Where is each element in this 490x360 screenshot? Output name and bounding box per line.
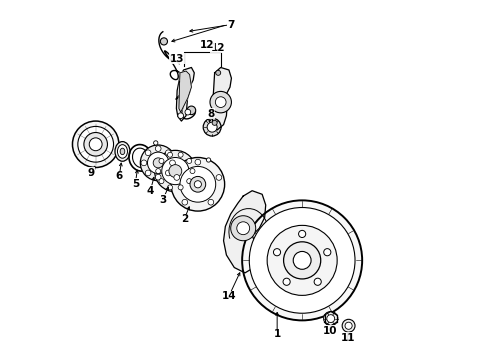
Circle shape	[212, 120, 217, 125]
Circle shape	[78, 126, 114, 162]
Text: 8: 8	[207, 109, 215, 119]
Circle shape	[314, 278, 321, 285]
Circle shape	[345, 322, 352, 329]
Circle shape	[170, 160, 175, 166]
Text: 10: 10	[323, 326, 337, 336]
Circle shape	[194, 181, 201, 188]
Ellipse shape	[115, 141, 130, 161]
Circle shape	[190, 176, 206, 192]
Circle shape	[159, 158, 164, 163]
Circle shape	[156, 168, 161, 174]
Circle shape	[159, 179, 164, 184]
Circle shape	[342, 319, 355, 332]
Text: 1: 1	[273, 329, 281, 339]
Circle shape	[166, 150, 171, 156]
Circle shape	[293, 251, 311, 269]
Text: 12: 12	[211, 43, 225, 53]
Circle shape	[171, 157, 224, 211]
Ellipse shape	[118, 145, 127, 158]
Polygon shape	[223, 191, 266, 273]
Text: 6: 6	[116, 171, 123, 181]
Circle shape	[190, 168, 195, 174]
Text: 2: 2	[181, 214, 188, 224]
Circle shape	[273, 249, 281, 256]
Circle shape	[84, 132, 107, 156]
Circle shape	[242, 201, 362, 320]
Circle shape	[208, 199, 214, 205]
Circle shape	[168, 185, 172, 190]
Circle shape	[178, 185, 183, 190]
Circle shape	[187, 158, 192, 163]
Circle shape	[185, 109, 191, 115]
Circle shape	[158, 160, 162, 164]
Circle shape	[284, 242, 321, 279]
Circle shape	[298, 230, 306, 238]
Circle shape	[267, 225, 337, 296]
Circle shape	[324, 249, 331, 256]
Circle shape	[153, 141, 158, 145]
Text: 7: 7	[228, 19, 235, 30]
Ellipse shape	[120, 148, 125, 155]
Circle shape	[182, 199, 188, 205]
Circle shape	[160, 38, 168, 45]
Circle shape	[187, 179, 192, 184]
Circle shape	[174, 175, 180, 180]
Circle shape	[210, 91, 231, 113]
Circle shape	[162, 157, 189, 185]
Circle shape	[216, 175, 222, 180]
Circle shape	[153, 158, 163, 168]
Circle shape	[73, 121, 119, 167]
Circle shape	[323, 311, 338, 326]
Circle shape	[147, 152, 169, 174]
Circle shape	[155, 174, 161, 180]
Circle shape	[145, 150, 151, 156]
Circle shape	[141, 160, 147, 166]
Circle shape	[206, 158, 211, 162]
Circle shape	[145, 170, 151, 176]
Text: 12: 12	[200, 40, 215, 50]
Circle shape	[155, 146, 161, 152]
Circle shape	[180, 166, 216, 202]
Polygon shape	[179, 71, 192, 112]
Circle shape	[207, 122, 217, 132]
Circle shape	[249, 207, 355, 313]
Polygon shape	[212, 67, 231, 130]
Circle shape	[327, 315, 335, 323]
Text: 9: 9	[88, 168, 95, 178]
Circle shape	[155, 150, 196, 192]
Circle shape	[187, 106, 196, 114]
Circle shape	[178, 113, 184, 118]
Text: 3: 3	[159, 195, 167, 204]
Polygon shape	[176, 67, 194, 121]
Text: 14: 14	[221, 291, 236, 301]
Circle shape	[169, 165, 182, 177]
Text: 11: 11	[341, 333, 355, 343]
Text: 13: 13	[170, 54, 184, 64]
Circle shape	[195, 159, 201, 165]
Circle shape	[166, 170, 171, 176]
Text: 7: 7	[227, 19, 234, 30]
Circle shape	[216, 70, 220, 75]
Circle shape	[203, 118, 221, 136]
Circle shape	[168, 152, 172, 157]
Text: 5: 5	[132, 179, 139, 189]
Circle shape	[237, 222, 249, 235]
Circle shape	[89, 138, 102, 151]
Circle shape	[140, 145, 176, 181]
Text: 4: 4	[147, 186, 154, 196]
Circle shape	[283, 278, 290, 285]
Circle shape	[231, 216, 256, 241]
Circle shape	[215, 97, 226, 108]
Circle shape	[178, 152, 183, 157]
